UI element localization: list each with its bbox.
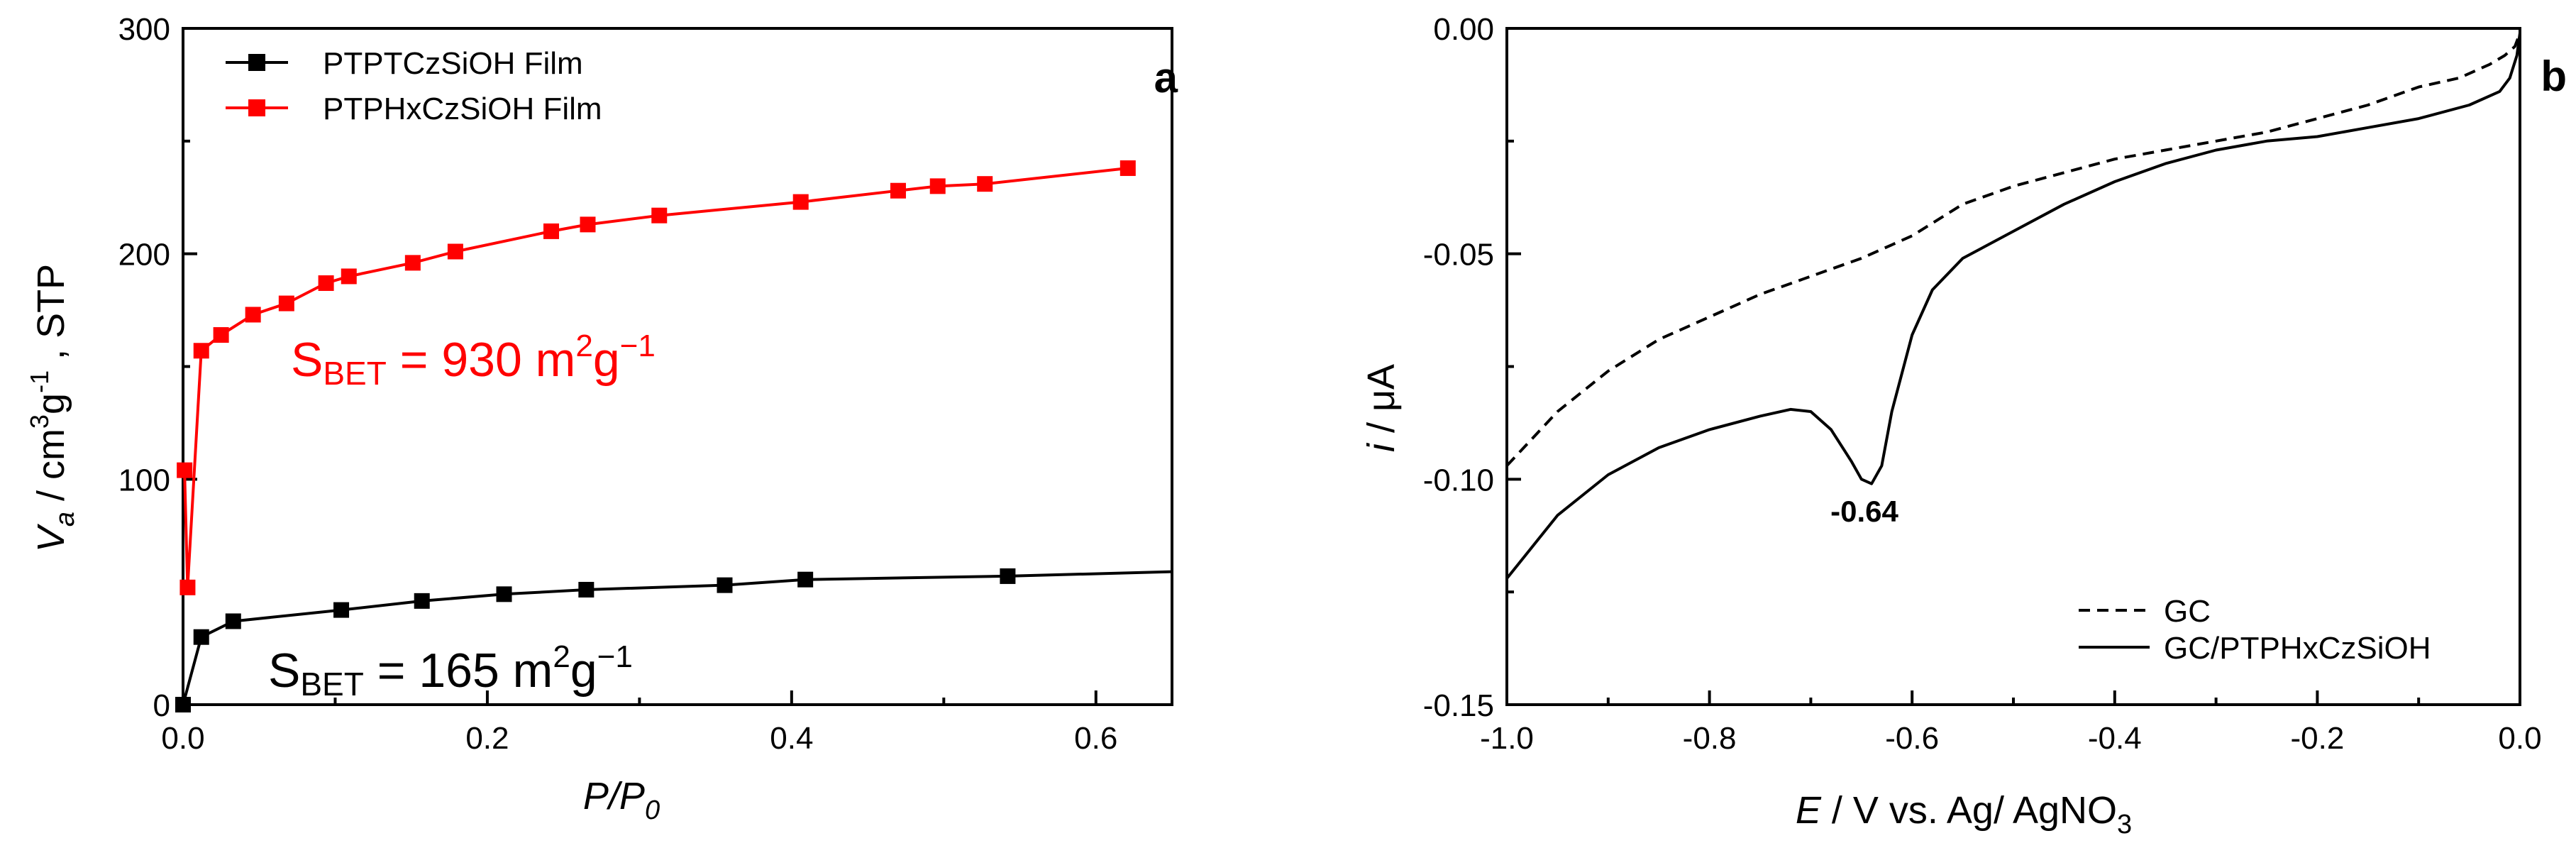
x-tick-label: 0.0	[161, 721, 204, 756]
x-tick-label: -1.0	[1480, 721, 1534, 756]
data-point	[404, 255, 421, 271]
panel-b-label: b	[2541, 53, 2567, 100]
data-point	[278, 295, 294, 312]
data-point	[193, 629, 209, 645]
data-point	[717, 577, 733, 593]
data-point	[177, 462, 193, 478]
x-tick-label: 0.0	[2498, 721, 2541, 756]
x-tick-label: -0.8	[1683, 721, 1737, 756]
legend-label-ptptczsioh: PTPTCzSiOH Film	[323, 46, 583, 81]
data-point	[414, 593, 430, 609]
x-tick-label: 0.6	[1074, 721, 1117, 756]
panel-b-frame	[1505, 27, 2521, 706]
y-tick-label: 0.00	[1433, 12, 1494, 47]
data-point	[580, 216, 596, 233]
panel-a-legend: PTPTCzSiOH Film PTPHxCzSiOH Film	[226, 46, 602, 126]
x-tick-label: -0.4	[2088, 721, 2142, 756]
legend-marker-ptptczsioh	[248, 54, 265, 71]
peak-annotation: -0.64	[1830, 495, 1898, 528]
panel-a-ylabel: Va / cm3g-1 , STP	[25, 264, 80, 552]
data-point	[578, 581, 595, 598]
data-point	[890, 182, 906, 199]
y-tick-label: -0.10	[1423, 463, 1494, 497]
data-point	[543, 223, 559, 239]
data-point	[1000, 568, 1016, 584]
legend-label-gc-ptphxczsioh: GC/PTPHxCzSiOH	[2164, 631, 2431, 666]
panel-a-xlabel: P/P0	[583, 775, 660, 825]
x-tick-label: -0.2	[2290, 721, 2344, 756]
data-point	[245, 307, 261, 323]
x-tick-label: 0.4	[770, 721, 813, 756]
panel-b-ylabel-text: i / μA	[1360, 364, 1403, 452]
data-point	[1120, 160, 1136, 176]
y-tick-label: 100	[118, 463, 170, 497]
legend-label-ptphxczsioh: PTPHxCzSiOH Film	[323, 92, 602, 126]
data-point	[797, 571, 814, 588]
sbet-annotation-red: SBET = 930 m2g−1	[291, 329, 656, 392]
panel-a: Va / cm3g-1 , STP P/P0 a PTPTCzSiOH Film…	[25, 46, 1178, 825]
y-tick-label: 300	[118, 12, 170, 47]
y-tick-label: -0.15	[1423, 688, 1494, 723]
data-point	[496, 586, 512, 602]
y-tick-label: -0.05	[1423, 238, 1494, 272]
data-point	[341, 268, 357, 285]
series-line-2	[1505, 33, 2521, 580]
data-point	[651, 207, 668, 224]
data-point	[792, 194, 809, 210]
data-point	[929, 178, 946, 194]
x-tick-label: 0.2	[465, 721, 509, 756]
data-point	[213, 327, 229, 343]
data-point	[333, 602, 350, 618]
panel-b-ylabel: i / μA	[1360, 364, 1403, 452]
panel-b-plot: -1.0 -0.8 -0.6 -0.4 -0.2 0.0 0.00 -0.05 -0.10 -0.…	[1423, 12, 2542, 756]
x-tick-label: -0.6	[1885, 721, 1939, 756]
data-point	[193, 343, 209, 359]
legend-marker-ptphxczsioh	[248, 99, 265, 116]
y-tick-label: 0	[153, 688, 170, 723]
data-point	[175, 697, 191, 712]
data-point	[447, 243, 463, 260]
data-point	[977, 176, 993, 192]
data-point	[318, 275, 334, 291]
panel-a-ylabel-text: Va / cm3g-1 , STP	[25, 264, 80, 552]
panel-a-plot: 0.0 0.2 0.4 0.6 0 100 200 300	[118, 12, 1173, 756]
data-point	[225, 613, 241, 629]
panel-b: i / μA E / V vs. Ag/ AgNO3 b GC GC/PTPHx…	[1360, 53, 2567, 839]
panel-b-legend: GC GC/PTPHxCzSiOH	[2079, 594, 2431, 666]
sbet-annotation-black: SBET = 165 m2g−1	[268, 639, 633, 703]
legend-label-gc: GC	[2164, 594, 2211, 629]
data-point	[179, 579, 196, 595]
panel-b-xlabel: E / V vs. Ag/ AgNO3	[1796, 789, 2132, 839]
series-line-1	[1505, 32, 2521, 467]
y-tick-label: 200	[118, 238, 170, 272]
panel-a-label: a	[1154, 54, 1178, 101]
